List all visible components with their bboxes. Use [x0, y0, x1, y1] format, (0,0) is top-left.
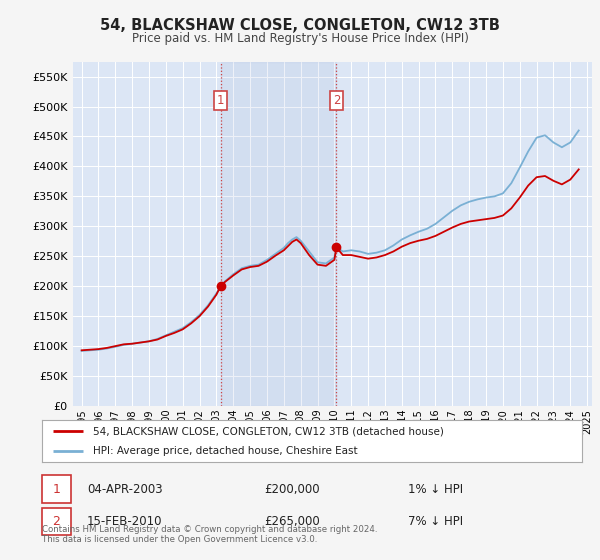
Text: 1: 1	[52, 483, 61, 496]
Text: 54, BLACKSHAW CLOSE, CONGLETON, CW12 3TB: 54, BLACKSHAW CLOSE, CONGLETON, CW12 3TB	[100, 18, 500, 34]
Text: 7% ↓ HPI: 7% ↓ HPI	[408, 515, 463, 528]
Text: 1% ↓ HPI: 1% ↓ HPI	[408, 483, 463, 496]
Text: 2: 2	[52, 515, 61, 528]
Text: £200,000: £200,000	[264, 483, 320, 496]
Text: HPI: Average price, detached house, Cheshire East: HPI: Average price, detached house, Ches…	[94, 446, 358, 456]
Text: 04-APR-2003: 04-APR-2003	[87, 483, 163, 496]
Text: Price paid vs. HM Land Registry's House Price Index (HPI): Price paid vs. HM Land Registry's House …	[131, 32, 469, 45]
Text: 2: 2	[332, 94, 340, 107]
Text: Contains HM Land Registry data © Crown copyright and database right 2024.
This d: Contains HM Land Registry data © Crown c…	[42, 525, 377, 544]
Text: £265,000: £265,000	[264, 515, 320, 528]
Text: 15-FEB-2010: 15-FEB-2010	[87, 515, 163, 528]
Text: 54, BLACKSHAW CLOSE, CONGLETON, CW12 3TB (detached house): 54, BLACKSHAW CLOSE, CONGLETON, CW12 3TB…	[94, 426, 444, 436]
Text: 1: 1	[217, 94, 224, 107]
Bar	[221, 62, 337, 406]
